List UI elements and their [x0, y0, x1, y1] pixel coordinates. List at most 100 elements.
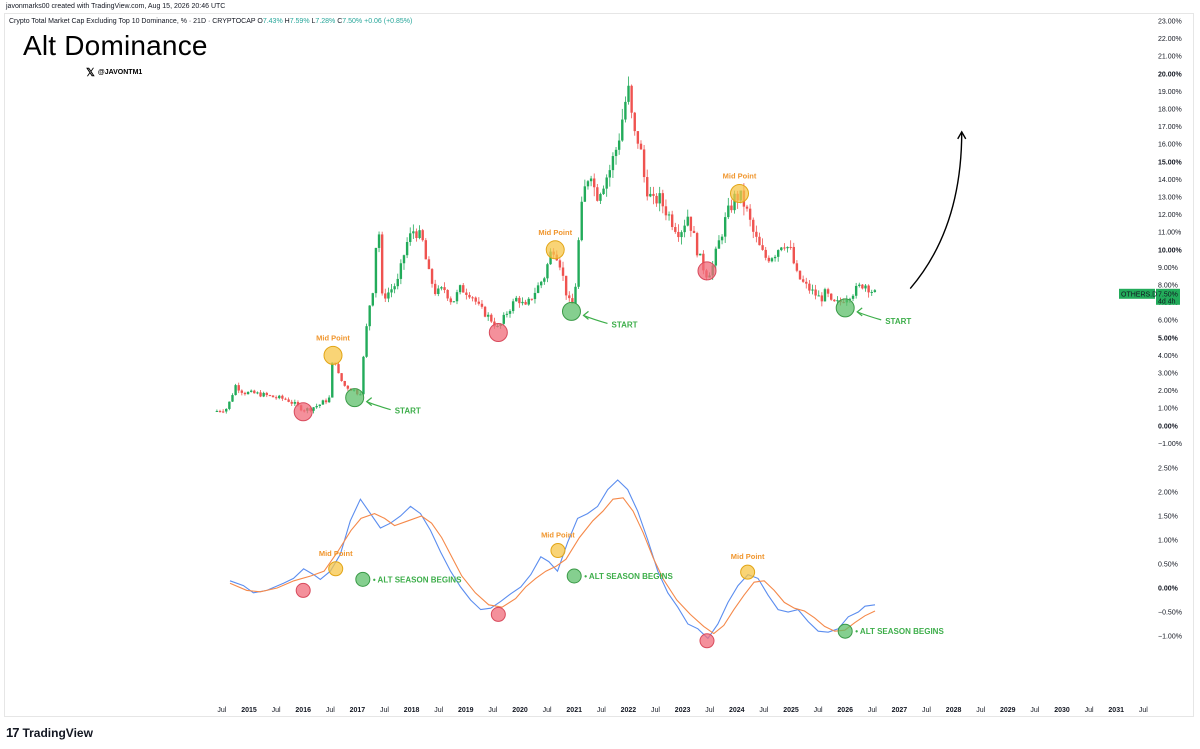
start-marker — [835, 298, 855, 318]
candle-body — [433, 283, 437, 295]
candle-body — [315, 405, 318, 408]
candle-body — [296, 402, 300, 406]
candle-body — [627, 85, 630, 102]
start-arrowhead — [365, 397, 373, 407]
candle-body — [801, 279, 805, 282]
candle-body — [421, 230, 424, 241]
candle-body — [331, 362, 334, 398]
candle-body — [786, 246, 789, 249]
candle-body — [234, 385, 237, 396]
candle-body — [415, 231, 418, 239]
candle-body — [253, 390, 256, 394]
price-axis-label: 1.00% — [1158, 406, 1178, 413]
price-axis-label: 11.00% — [1158, 230, 1181, 237]
candle-body — [483, 306, 487, 317]
candle-body — [259, 392, 262, 397]
alt-season-label: • ALT SEASON BEGINS — [855, 627, 944, 636]
start-arrow — [583, 314, 608, 324]
price-tag-value: 7.50% — [1158, 291, 1178, 298]
start-arrow — [856, 311, 882, 321]
candle-body — [424, 240, 428, 260]
candle-body — [636, 131, 640, 144]
chart-frame[interactable] — [4, 13, 1194, 717]
candle-body — [745, 206, 749, 209]
candle-body — [820, 295, 824, 302]
time-axis-label: Jul — [814, 707, 823, 714]
candle-body — [870, 291, 873, 293]
tradingview-logo-text: TradingView — [22, 725, 93, 740]
mid-marker — [545, 240, 565, 260]
ohlc-change: +0.06 (+0.85%) — [364, 18, 413, 25]
candle-body — [524, 301, 527, 305]
time-axis-label: 2026 — [837, 707, 853, 714]
mid-point-label: Mid Point — [541, 531, 575, 540]
handle-text: @JAVONTM1 — [97, 69, 143, 76]
price-tag — [1119, 288, 1180, 305]
start-arrow — [366, 401, 391, 411]
start-arrowhead — [856, 307, 863, 317]
time-axis-label: Jul — [759, 707, 768, 714]
candle-body — [642, 149, 646, 178]
start-annotation — [856, 307, 882, 321]
time-axis-label: 2031 — [1108, 707, 1124, 714]
candle-body — [608, 170, 612, 178]
symbol-legend[interactable]: Crypto Total Market Cap Excluding Top 10… — [9, 18, 412, 25]
time-axis-label: 2019 — [458, 707, 474, 714]
candle-body — [823, 289, 827, 302]
candle-body — [390, 289, 393, 293]
candle-body — [658, 193, 661, 204]
candle-body — [748, 208, 752, 220]
time-axis-label: 2015 — [241, 707, 257, 714]
candle-body — [836, 300, 839, 302]
price-axis-label: 10.00% — [1158, 247, 1183, 254]
alt-season-label: • ALT SEASON BEGINS — [584, 572, 673, 581]
time-axis-label: 2022 — [621, 707, 637, 714]
candle-body — [854, 285, 858, 296]
candle-body — [602, 188, 605, 195]
candle-body — [243, 392, 247, 395]
oscillator-axis-label: −0.50% — [1158, 610, 1182, 617]
price-axis-label: 22.00% — [1158, 36, 1182, 43]
oscillator-axis-label: 2.00% — [1158, 490, 1178, 497]
candle-body — [536, 285, 540, 293]
tradingview-logo[interactable]: 17 TradingView — [6, 725, 93, 740]
candle-body — [577, 240, 580, 287]
candle-body — [324, 400, 328, 403]
candle-body — [789, 246, 792, 248]
candle-body — [365, 326, 368, 357]
price-axis-label: −1.00% — [1158, 441, 1182, 448]
candle-body — [490, 314, 493, 322]
candle-body — [776, 250, 780, 257]
candle-body — [639, 143, 643, 150]
ohlc-open: 7.43% — [262, 18, 283, 25]
candle-body — [611, 156, 615, 171]
price-axis-label: 15.00% — [1158, 159, 1183, 166]
time-axis-label: 2020 — [512, 707, 528, 714]
candle-body — [599, 194, 602, 201]
ohlc-low-label: L — [311, 18, 316, 25]
candle-body — [262, 392, 265, 397]
candle-body — [589, 178, 593, 182]
candle-body — [652, 193, 655, 196]
candle-body — [318, 404, 321, 406]
candle-body — [502, 314, 505, 324]
candle-body — [723, 217, 727, 237]
candle-body — [399, 263, 403, 279]
oscillator-axis-label: 2.50% — [1158, 466, 1178, 473]
candle-body — [670, 214, 674, 228]
candle-body — [683, 225, 686, 233]
time-axis-label: Jul — [1085, 707, 1094, 714]
time-axis-label: Jul — [597, 707, 606, 714]
time-axis-label: 2017 — [350, 707, 366, 714]
candle-body — [274, 397, 278, 399]
time-axis-label: 2030 — [1054, 707, 1070, 714]
candle-body — [449, 298, 452, 303]
start-marker — [561, 301, 581, 321]
price-axis-label: 16.00% — [1158, 142, 1182, 149]
candle-body — [795, 263, 799, 271]
candle-body — [530, 298, 534, 300]
author-handle[interactable]: 𝕏 @JAVONTM1 — [86, 66, 142, 79]
candle-body — [521, 301, 524, 304]
candle-body — [848, 298, 852, 300]
